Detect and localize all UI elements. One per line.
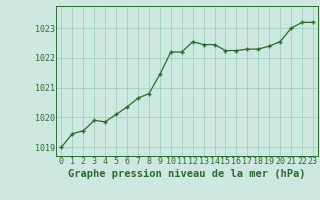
X-axis label: Graphe pression niveau de la mer (hPa): Graphe pression niveau de la mer (hPa) <box>68 169 306 179</box>
